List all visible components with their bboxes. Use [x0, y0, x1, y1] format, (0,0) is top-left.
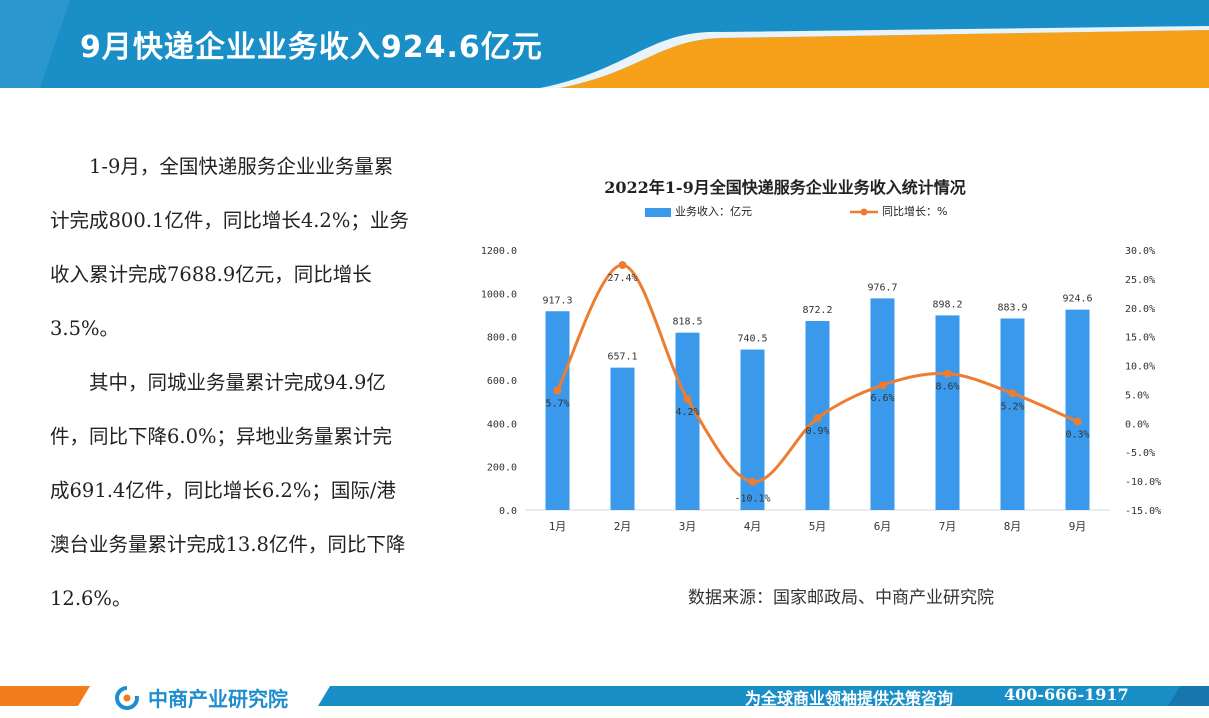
growth-data-label: 0.3% — [1065, 430, 1089, 441]
page-title: 9月快递企业业务收入924.6亿元 — [80, 30, 543, 65]
x-tick-label: 6月 — [874, 520, 892, 533]
summary-paragraph-2: 其中，同城业务量累计完成94.9亿件，同比下降6.0%；异地业务量累计完成691… — [50, 371, 406, 610]
legend-line-swatch — [850, 208, 878, 216]
bar-data-label: 898.2 — [932, 299, 962, 310]
y-right-tick-label: 20.0% — [1125, 304, 1155, 315]
x-tick-label: 9月 — [1069, 520, 1087, 533]
legend-item-growth: 同比增长：% — [850, 203, 947, 219]
bar-revenue — [935, 315, 960, 510]
bar-revenue — [1000, 318, 1025, 510]
y-left-tick-label: 200.0 — [487, 463, 517, 474]
chart-plot: 0.0 200.0 400.0 600.0 800.0 1000.0 1200.0 -15.0… — [481, 246, 1161, 533]
bar-data-label: 740.5 — [737, 334, 767, 345]
legend-label-growth: 同比增长：% — [882, 205, 948, 218]
summary-paragraph-1: 1-9月，全国快递服务企业业务量累计完成800.1亿件，同比增长4.2%；业务收… — [50, 155, 409, 340]
x-tick-label: 5月 — [809, 520, 827, 533]
chart-title: 2022年1-9月全国快递服务企业业务收入统计情况 — [604, 178, 966, 197]
footer-bar — [0, 680, 1209, 718]
y-right-tick-label: -15.0% — [1125, 506, 1161, 517]
y-right-tick-label: 15.0% — [1125, 333, 1155, 344]
bar-data-label: 872.2 — [802, 305, 832, 316]
growth-data-label: 6.6% — [870, 393, 894, 404]
growth-data-label: 0.9% — [805, 426, 829, 437]
growth-point — [1008, 389, 1017, 398]
growth-point — [553, 386, 562, 395]
growth-data-label: 5.7% — [545, 398, 569, 409]
y-right-tick-label: 30.0% — [1125, 246, 1155, 257]
x-tick-label: 1月 — [549, 520, 567, 533]
data-source-note: 数据来源：国家邮政局、中商产业研究院 — [688, 588, 994, 608]
y-left-tick-label: 800.0 — [487, 333, 517, 344]
bar-revenue — [545, 311, 570, 510]
growth-data-label: -10.1% — [734, 494, 770, 505]
legend-label-revenue: 业务收入：亿元 — [675, 205, 752, 218]
bar-data-label: 924.6 — [1062, 294, 1092, 305]
footer-phone: 400-666-1917 — [1004, 685, 1129, 704]
y-right-tick-label: 10.0% — [1125, 362, 1155, 373]
company-logo: 中商产业研究院 — [114, 683, 288, 712]
bar-data-label: 657.1 — [607, 352, 637, 363]
summary-text: 1-9月，全国快递服务企业业务量累计完成800.1亿件，同比增长4.2%；业务收… — [50, 140, 410, 626]
growth-point — [813, 414, 822, 423]
y-left-tick-label: 0.0 — [499, 506, 517, 517]
bar-revenue — [610, 367, 635, 510]
bar-data-label: 883.9 — [997, 302, 1027, 313]
bar-data-label: 818.5 — [672, 317, 702, 328]
growth-data-label: 5.2% — [1000, 401, 1024, 412]
bar-revenue — [1065, 309, 1090, 510]
growth-point — [683, 395, 692, 404]
header-background — [0, 0, 1209, 88]
growth-point — [878, 381, 887, 390]
legend-bar-swatch — [645, 207, 671, 217]
x-tick-label: 7月 — [939, 520, 957, 533]
x-tick-label: 3月 — [679, 520, 697, 533]
y-right-tick-label: 0.0% — [1125, 419, 1149, 430]
growth-point — [748, 477, 757, 486]
y-left-tick-label: 1000.0 — [481, 289, 517, 300]
y-right-tick-label: -10.0% — [1125, 477, 1161, 488]
bar-revenue — [740, 349, 765, 510]
header-banner: 9月快递企业业务收入924.6亿元 — [0, 0, 1209, 88]
growth-point — [943, 369, 952, 378]
bar-revenue — [870, 298, 895, 510]
y-right-tick-label: 25.0% — [1125, 275, 1155, 286]
growth-data-label: 4.2% — [675, 407, 699, 418]
bar-data-label: 976.7 — [867, 282, 897, 293]
logo-text: 中商产业研究院 — [148, 687, 288, 711]
bar-data-label: 917.3 — [542, 295, 572, 306]
footer-slogan: 为全球商业领袖提供决策咨询 — [745, 689, 954, 708]
growth-point — [1073, 417, 1082, 426]
y-left-tick-label: 1200.0 — [481, 246, 517, 257]
y-left-tick-label: 400.0 — [487, 419, 517, 430]
logo-mark-icon — [115, 685, 139, 710]
footer-background — [0, 686, 1209, 706]
x-tick-label: 8月 — [1004, 520, 1022, 533]
y-right-tick-label: -5.0% — [1125, 448, 1155, 459]
y-right-tick-label: 5.0% — [1125, 390, 1149, 401]
y-left-tick-label: 600.0 — [487, 376, 517, 387]
growth-data-label: 8.6% — [935, 382, 959, 393]
growth-data-label: 27.4% — [607, 273, 637, 284]
growth-point — [618, 261, 627, 270]
x-tick-label: 4月 — [744, 520, 762, 533]
x-tick-label: 2月 — [614, 520, 632, 533]
legend-item-revenue: 业务收入：亿元 — [645, 203, 752, 219]
revenue-chart: 2022年1-9月全国快递服务企业业务收入统计情况 业务收入：亿元 同比增长：%… — [470, 160, 1170, 540]
bar-revenue — [675, 332, 700, 510]
